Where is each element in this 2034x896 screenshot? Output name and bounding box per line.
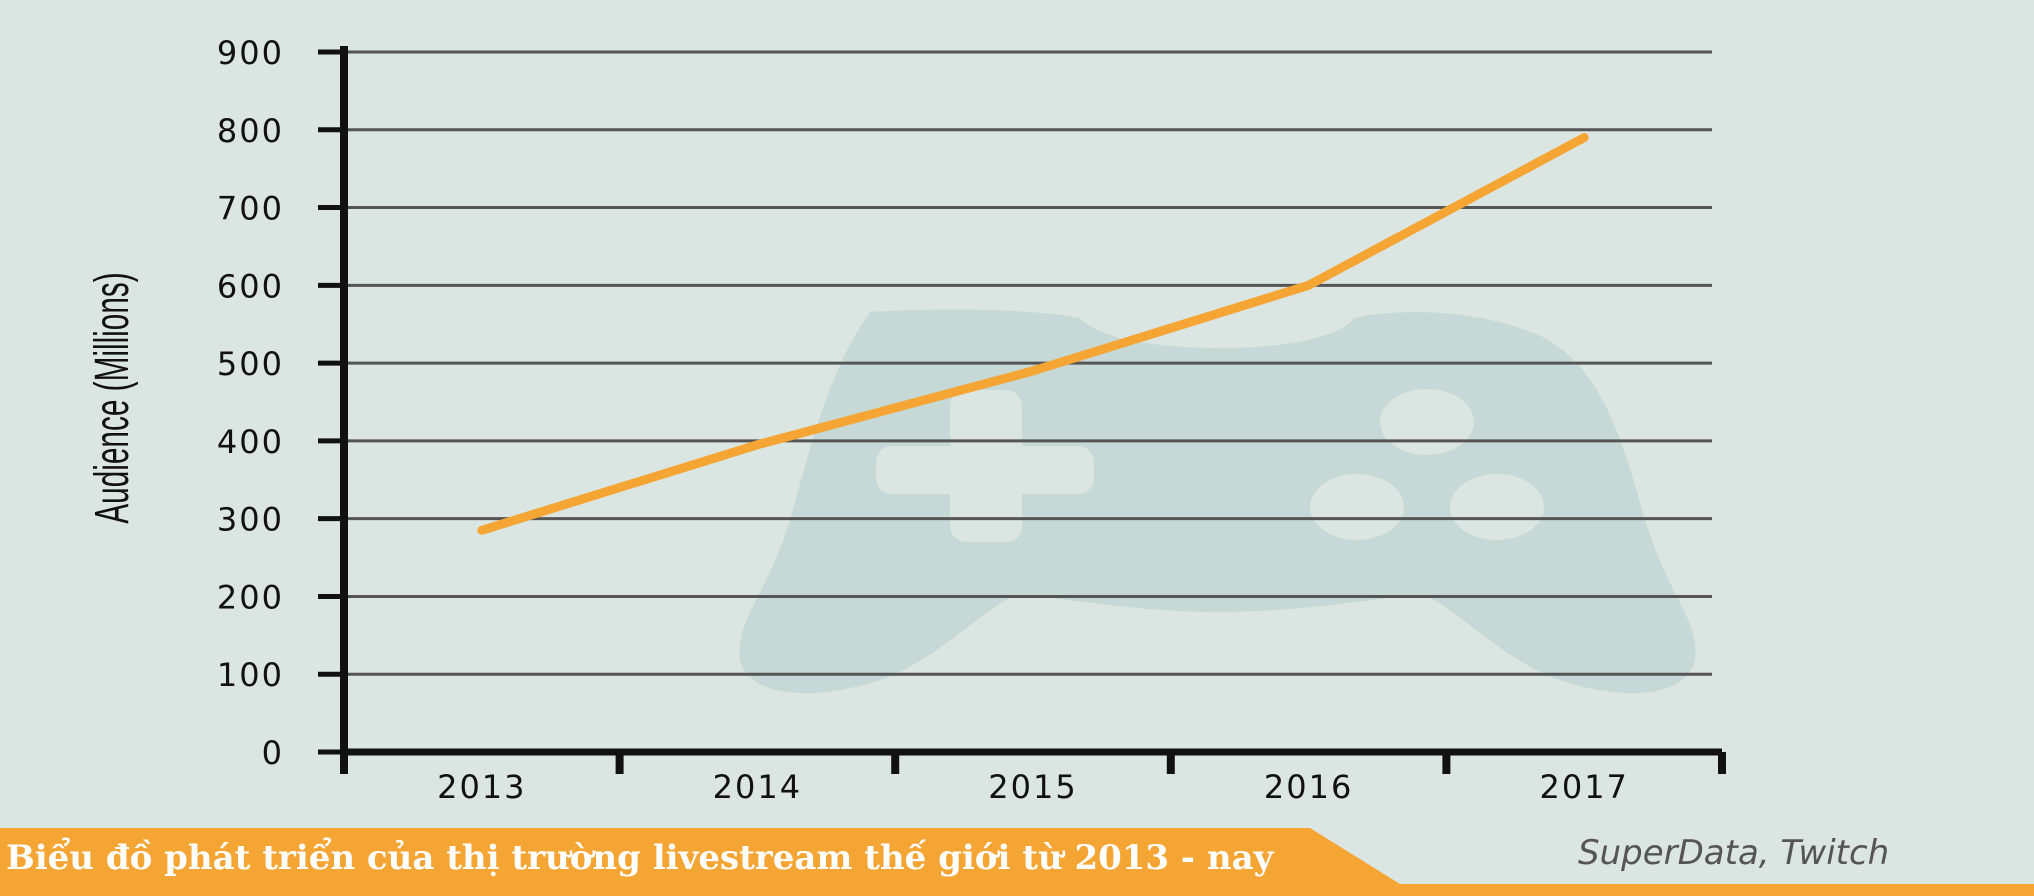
source-label: SuperData, Twitch <box>1578 833 1890 873</box>
y-tick-label: 100 <box>217 656 284 694</box>
gamepad-icon <box>739 309 1696 694</box>
axes <box>340 46 1726 774</box>
y-axis-label: Audience (Millions) <box>86 272 139 523</box>
y-tick-label: 700 <box>217 190 284 228</box>
footer-underline <box>1290 884 2034 896</box>
y-tick-label: 300 <box>217 501 284 539</box>
y-tick-label: 800 <box>217 112 284 150</box>
data-point <box>1579 133 1589 143</box>
x-tick-label: 2015 <box>988 768 1077 806</box>
y-tick-label: 400 <box>217 423 284 461</box>
data-point <box>1028 366 1038 376</box>
x-tick-label: 2013 <box>437 768 526 806</box>
data-point <box>477 525 487 535</box>
gridlines <box>318 49 1712 755</box>
series-lines <box>477 133 1589 535</box>
y-tick-label: 0 <box>262 734 284 772</box>
x-tick-labels: 2013 2014 2015 2016 2017 <box>437 768 1628 806</box>
y-tick-label: 600 <box>217 267 284 305</box>
x-tick-label: 2017 <box>1539 768 1628 806</box>
y-tick-label: 900 <box>217 34 284 72</box>
y-tick-label: 500 <box>217 345 284 383</box>
footer-title-band <box>0 828 1400 896</box>
data-point <box>1304 280 1314 290</box>
data-point <box>752 440 762 450</box>
x-tick-label: 2014 <box>713 768 802 806</box>
y-tick-labels: 0 100 200 300 400 500 600 700 800 900 <box>217 34 284 772</box>
x-tick-label: 2016 <box>1264 768 1353 806</box>
chart-title: Biểu đồ phát triển của thị trường livest… <box>6 838 1274 878</box>
y-tick-label: 200 <box>217 578 284 616</box>
